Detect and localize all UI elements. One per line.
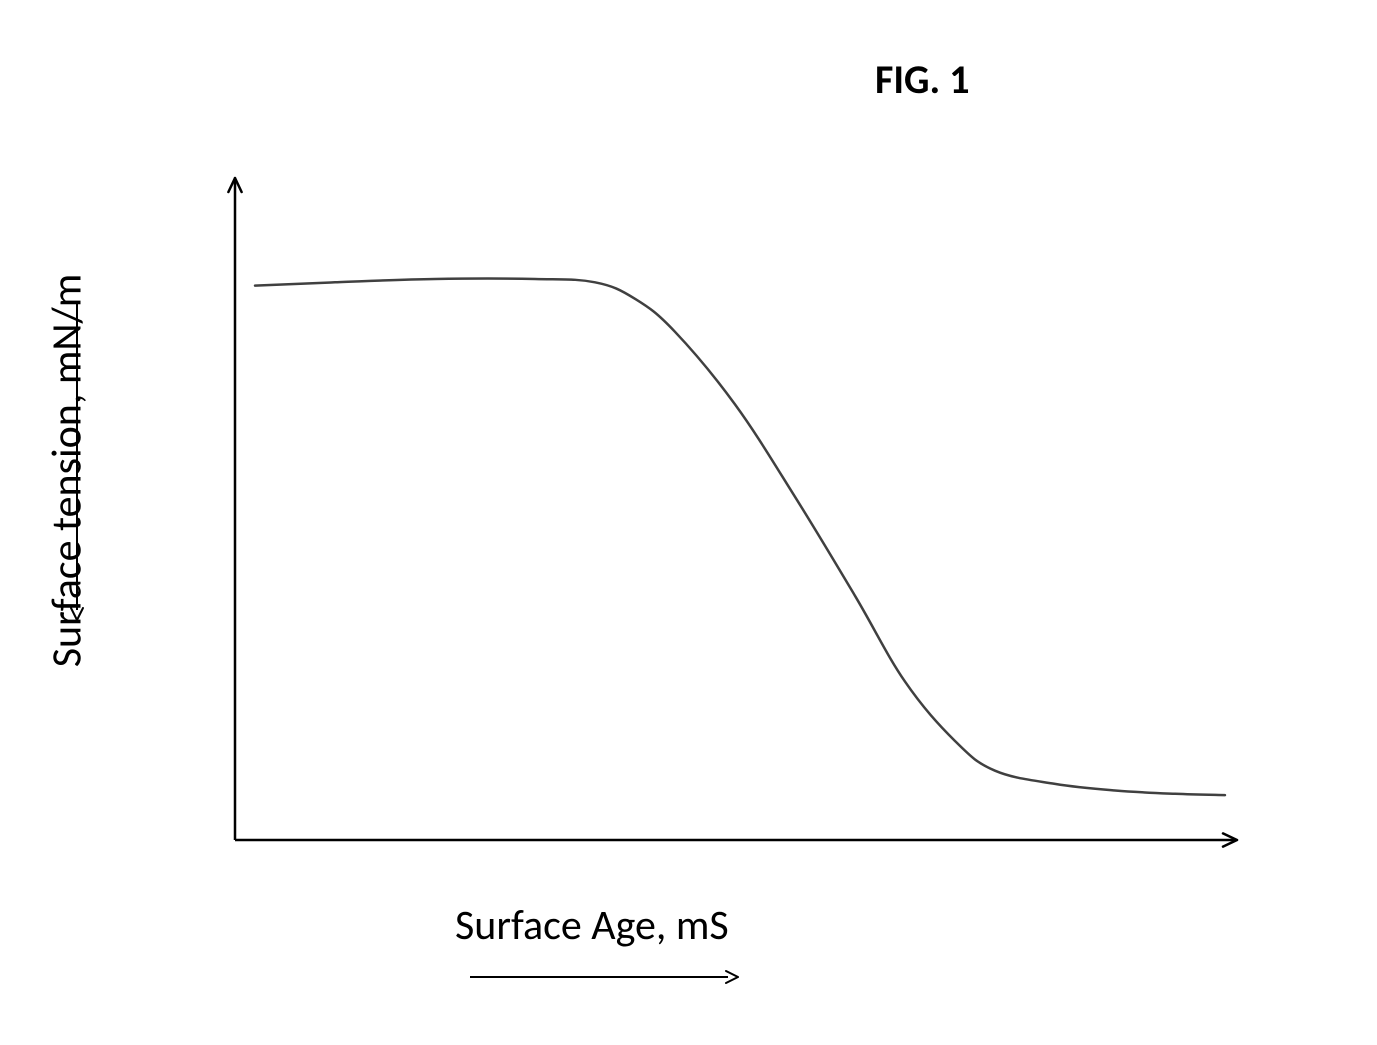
x-axis-label: Surface Age, mS (455, 900, 729, 951)
y-direction-arrow (65, 300, 89, 629)
arrow-right-icon (468, 965, 742, 989)
arrow-down-icon (65, 300, 89, 624)
chart-svg (200, 150, 1270, 870)
figure-title: FIG. 1 (875, 55, 970, 104)
chart-area (200, 150, 1270, 870)
x-direction-arrow (468, 965, 742, 994)
